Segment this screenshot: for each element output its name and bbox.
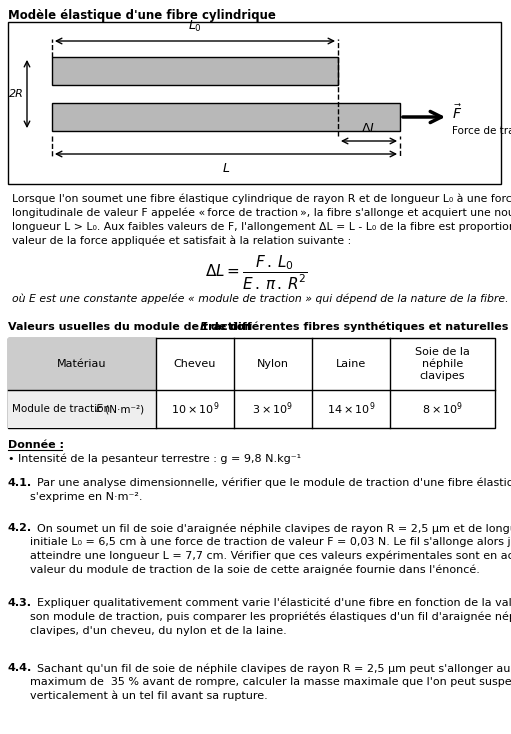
Bar [8,390,156,428]
Text: Matériau: Matériau [57,359,107,369]
Text: 4.2.: 4.2. [8,523,32,533]
Text: Cheveu: Cheveu [174,359,216,369]
Text: E: E [96,404,103,414]
Text: de différentes fibres synthétiques et naturelles: de différentes fibres synthétiques et na… [207,322,508,333]
Text: On soumet un fil de soie d'araignée néphile clavipes de rayon R = 2,5 μm et de l: On soumet un fil de soie d'araignée néph… [30,523,511,575]
Text: • Intensité de la pesanteur terrestre : g = 9,8 N.kg⁻¹: • Intensité de la pesanteur terrestre : … [8,454,301,465]
Text: $8 \times 10^{9}$: $8 \times 10^{9}$ [422,401,463,418]
Text: Sachant qu'un fil de soie de néphile clavipes de rayon R = 2,5 μm peut s'allonge: Sachant qu'un fil de soie de néphile cla… [30,663,511,700]
Text: $\vec{F}$: $\vec{F}$ [452,103,462,123]
Text: $3 \times 10^{9}$: $3 \times 10^{9}$ [252,401,294,418]
Text: 4.3.: 4.3. [8,598,32,608]
Text: Donnée :: Donnée : [8,440,64,450]
Text: $\Delta L = \dfrac{F\,.\,L_0}{E\,.\,\pi\,.\,R^2}$: $\Delta L = \dfrac{F\,.\,L_0}{E\,.\,\pi\… [204,254,308,292]
Text: Module de traction: Module de traction [12,404,113,414]
Text: Soie de la
néphile
clavipes: Soie de la néphile clavipes [415,347,470,381]
Text: $10 \times 10^{9}$: $10 \times 10^{9}$ [171,401,219,418]
Bar [8,338,495,428]
Bar [8,338,156,390]
Bar [8,22,501,184]
Text: $L_0$: $L_0$ [188,19,202,34]
Text: 4.4.: 4.4. [8,663,32,673]
Text: E: E [200,322,207,332]
Text: 2R: 2R [9,89,24,99]
Bar [52,57,338,85]
Text: 4.1.: 4.1. [8,478,32,488]
Text: (N·m⁻²): (N·m⁻²) [102,404,144,414]
Text: $\Delta L$: $\Delta L$ [361,122,378,135]
Bar [52,103,400,131]
Text: où E est une constante appelée « module de traction » qui dépend de la nature de: où E est une constante appelée « module … [12,294,508,305]
Text: $L$: $L$ [222,162,230,175]
Text: Valeurs usuelles du module de traction: Valeurs usuelles du module de traction [8,322,256,332]
Text: Nylon: Nylon [257,359,289,369]
Text: $14 \times 10^{9}$: $14 \times 10^{9}$ [327,401,375,418]
Text: Par une analyse dimensionnelle, vérifier que le module de traction d'une fibre é: Par une analyse dimensionnelle, vérifier… [30,478,511,502]
Text: Laine: Laine [336,359,366,369]
Text: Lorsque l'on soumet une fibre élastique cylindrique de rayon R et de longueur L₀: Lorsque l'on soumet une fibre élastique … [12,194,511,246]
Text: Expliquer qualitativement comment varie l'élasticité d'une fibre en fonction de : Expliquer qualitativement comment varie … [30,598,511,636]
Text: Modèle élastique d'une fibre cylindrique: Modèle élastique d'une fibre cylindrique [8,9,276,22]
Text: Force de traction: Force de traction [452,126,511,136]
